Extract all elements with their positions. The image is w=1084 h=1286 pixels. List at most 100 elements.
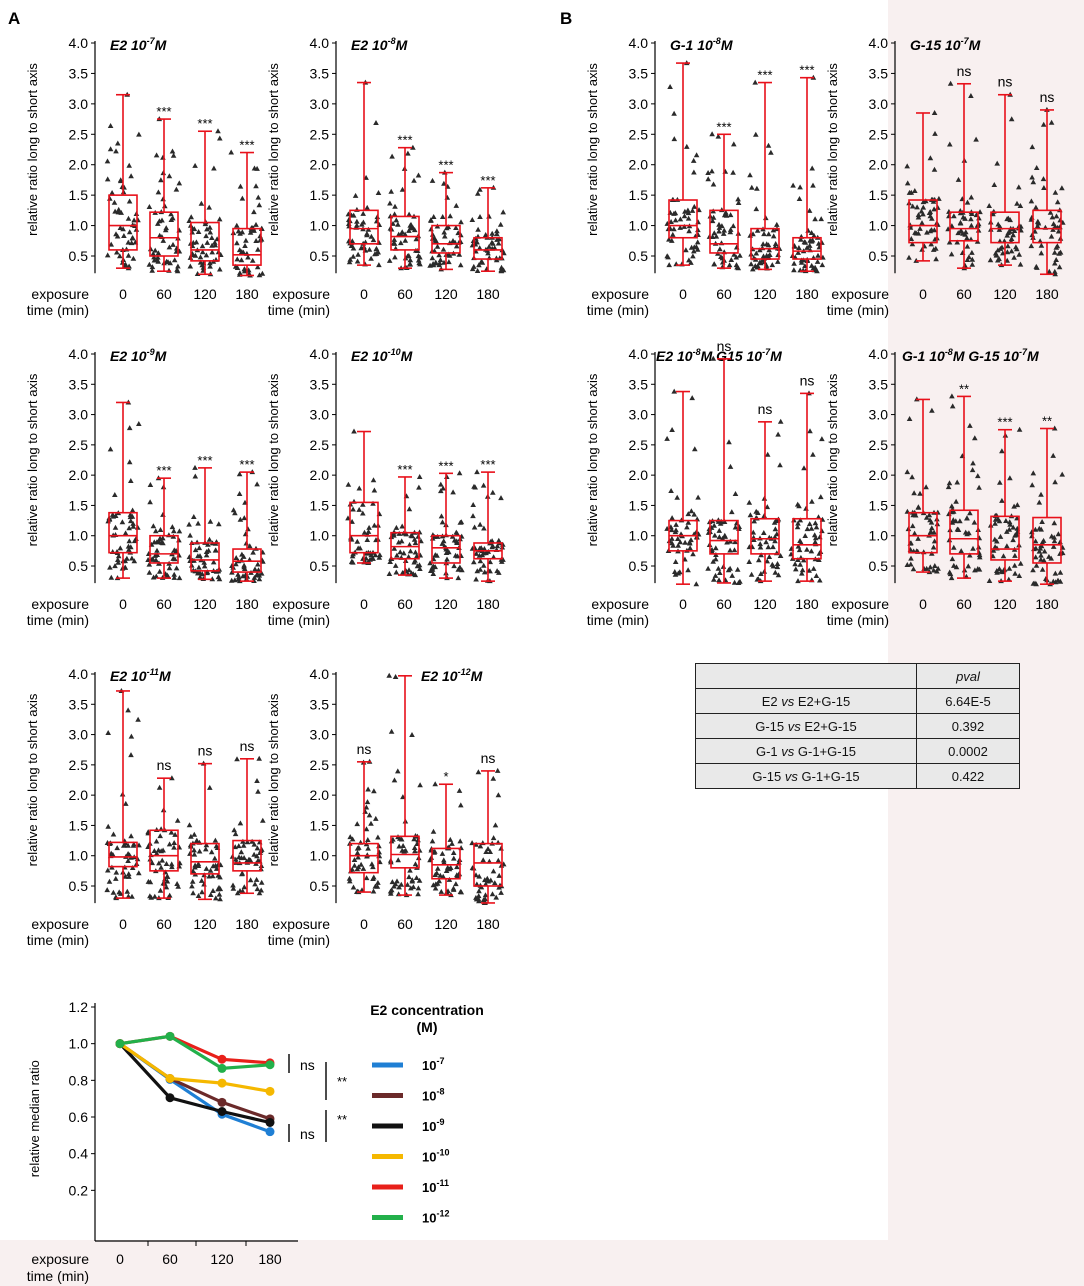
data-point bbox=[815, 514, 822, 520]
data-point bbox=[755, 510, 761, 515]
data-point bbox=[192, 547, 199, 553]
x-tick-label: 180 bbox=[1035, 286, 1059, 302]
data-point bbox=[471, 483, 477, 489]
data-point bbox=[432, 885, 439, 891]
significance-label: ns bbox=[717, 338, 732, 354]
data-point bbox=[748, 261, 754, 267]
data-point bbox=[160, 540, 166, 546]
data-point bbox=[709, 218, 716, 224]
data-point bbox=[490, 868, 497, 874]
data-point bbox=[685, 215, 692, 221]
data-point bbox=[1012, 570, 1018, 576]
data-point bbox=[365, 528, 372, 534]
y-tick-label: 3.5 bbox=[869, 65, 889, 81]
data-point bbox=[671, 388, 677, 394]
data-point bbox=[376, 262, 382, 268]
data-point bbox=[126, 525, 132, 531]
data-point bbox=[490, 775, 497, 781]
data-point bbox=[207, 224, 213, 230]
data-point bbox=[241, 855, 247, 860]
data-point bbox=[128, 240, 135, 246]
data-point bbox=[772, 569, 779, 575]
data-point bbox=[497, 221, 504, 227]
data-point bbox=[752, 79, 758, 85]
data-point bbox=[256, 202, 263, 208]
data-point bbox=[199, 243, 206, 249]
data-point bbox=[753, 206, 760, 212]
data-point bbox=[207, 784, 213, 790]
data-point bbox=[672, 217, 679, 223]
x-axis-label-line1: exposure bbox=[831, 596, 889, 612]
data-point bbox=[437, 481, 444, 487]
x-tick-label: 60 bbox=[716, 286, 732, 302]
data-point bbox=[128, 518, 134, 524]
data-point bbox=[710, 355, 717, 361]
y-tick-label: 0.5 bbox=[69, 878, 89, 894]
y-axis-label: relative ratio long to short axis bbox=[585, 63, 600, 236]
data-point bbox=[197, 574, 203, 580]
y-tick-label: 0.6 bbox=[69, 1109, 89, 1125]
data-point bbox=[366, 812, 373, 818]
data-point bbox=[712, 532, 718, 538]
data-point bbox=[813, 524, 820, 530]
data-point bbox=[1014, 200, 1020, 206]
data-point bbox=[444, 556, 450, 562]
data-point bbox=[795, 578, 801, 584]
data-point bbox=[927, 155, 934, 161]
y-tick-label: 1.5 bbox=[629, 497, 649, 513]
data-point bbox=[672, 210, 679, 216]
box bbox=[709, 519, 739, 555]
data-point bbox=[711, 261, 718, 267]
data-point bbox=[1048, 533, 1055, 539]
data-point bbox=[966, 254, 972, 260]
data-point bbox=[160, 196, 166, 202]
data-point bbox=[951, 562, 957, 568]
data-point bbox=[477, 186, 483, 192]
x-tick-label: 180 bbox=[795, 286, 819, 302]
data-point bbox=[487, 849, 493, 854]
data-point bbox=[811, 532, 818, 538]
data-point bbox=[169, 148, 176, 154]
data-point bbox=[160, 154, 166, 160]
data-point bbox=[371, 788, 377, 794]
data-point bbox=[173, 186, 180, 192]
data-point bbox=[124, 888, 131, 894]
series-point bbox=[217, 1063, 227, 1073]
data-point bbox=[1038, 250, 1045, 256]
significance-label: ns bbox=[1040, 89, 1055, 105]
series-point bbox=[217, 1078, 227, 1088]
data-point bbox=[351, 862, 358, 868]
data-point bbox=[388, 728, 395, 734]
data-point bbox=[370, 864, 376, 870]
data-point bbox=[912, 229, 918, 235]
data-point bbox=[495, 240, 502, 246]
data-point bbox=[209, 873, 216, 879]
data-point bbox=[772, 241, 779, 246]
data-point bbox=[364, 204, 370, 210]
box bbox=[990, 515, 1020, 561]
data-point bbox=[375, 879, 381, 885]
data-point bbox=[766, 554, 773, 559]
data-point bbox=[429, 838, 436, 844]
data-point bbox=[158, 848, 164, 854]
data-point bbox=[968, 222, 975, 228]
data-point bbox=[458, 519, 465, 525]
data-point bbox=[915, 535, 921, 541]
data-point bbox=[247, 857, 254, 863]
data-point bbox=[391, 240, 398, 246]
data-point bbox=[715, 565, 722, 571]
data-point bbox=[733, 254, 740, 260]
data-point bbox=[126, 546, 132, 552]
data-point bbox=[1000, 553, 1007, 559]
x-axis-label-line2: time (min) bbox=[27, 612, 89, 628]
data-point bbox=[495, 792, 502, 798]
annotation-stars: ** bbox=[337, 1112, 347, 1127]
data-point bbox=[673, 521, 679, 527]
data-point bbox=[258, 570, 265, 576]
data-point bbox=[153, 573, 160, 579]
y-tick-label: 3.5 bbox=[629, 376, 649, 392]
data-point bbox=[955, 230, 961, 236]
data-point bbox=[126, 538, 133, 544]
data-point bbox=[790, 182, 796, 188]
data-point bbox=[135, 524, 141, 530]
